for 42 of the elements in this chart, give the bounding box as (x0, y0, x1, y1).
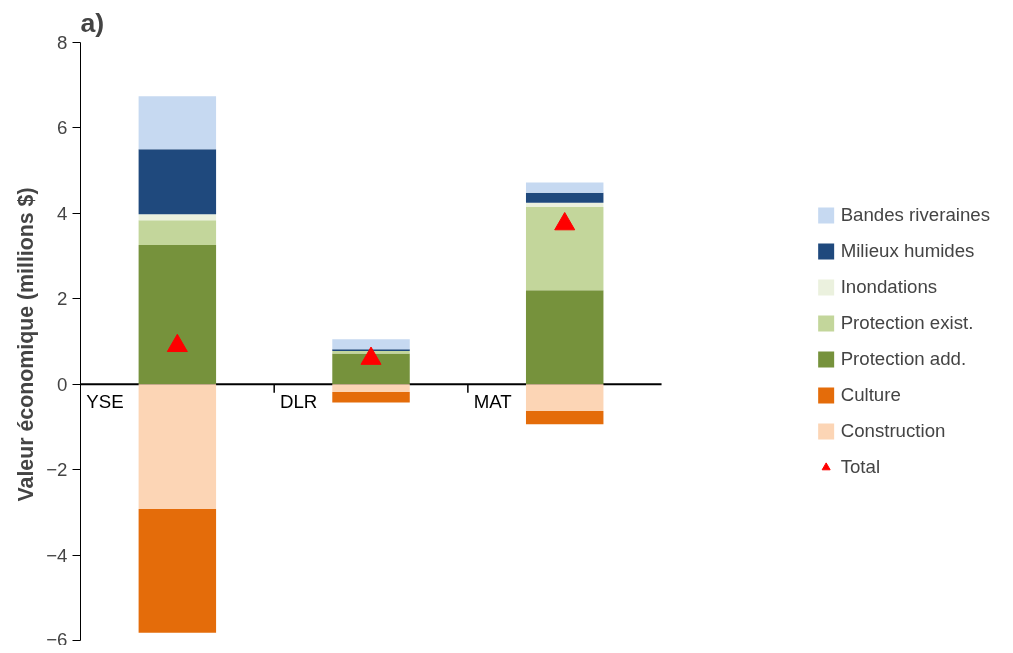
bar (138, 96, 217, 150)
legend-label: Culture (840, 384, 901, 406)
bar (525, 192, 604, 203)
legend-label: Protection add. (840, 348, 967, 370)
legend-label: Inondations (840, 276, 938, 298)
bar (332, 339, 410, 350)
bar (332, 353, 410, 385)
y-axis-title: Valeur économique (millions $) (14, 187, 39, 502)
legend-label: Milieux humides (840, 240, 975, 262)
bar (525, 411, 604, 425)
legend-label: Protection exist. (840, 312, 974, 334)
bar (138, 214, 217, 221)
x-tick-label: DLR (279, 390, 318, 412)
point (166, 333, 188, 353)
bar (332, 384, 410, 392)
y-tick-label: 2 (57, 288, 68, 310)
bar (525, 202, 604, 207)
x-tick-label: MAT (473, 390, 512, 412)
bar (525, 290, 604, 385)
y-tick-label: −6 (46, 628, 68, 650)
bar (138, 149, 217, 215)
legend-label: Construction (840, 420, 946, 442)
y-tick-label: 4 (57, 202, 68, 224)
bar (525, 384, 604, 412)
point (554, 211, 576, 231)
bar (138, 508, 217, 633)
y-tick-label: 8 (57, 32, 68, 53)
x-tick-label: YSE (86, 390, 124, 412)
bar (138, 244, 217, 385)
legend-label: Total (840, 456, 881, 478)
bar (525, 182, 604, 193)
bar (525, 206, 604, 291)
y-tick-label: −4 (46, 544, 68, 566)
y-tick-label: 0 (57, 373, 68, 395)
y-tick-label: 6 (57, 117, 68, 139)
point (360, 346, 382, 365)
bar (138, 384, 217, 509)
bar (138, 220, 217, 245)
y-tick-label: −2 (46, 459, 68, 481)
chart-title: a) (80, 7, 105, 38)
legend-label: Bandes riveraines (840, 204, 990, 226)
bar (332, 391, 410, 403)
